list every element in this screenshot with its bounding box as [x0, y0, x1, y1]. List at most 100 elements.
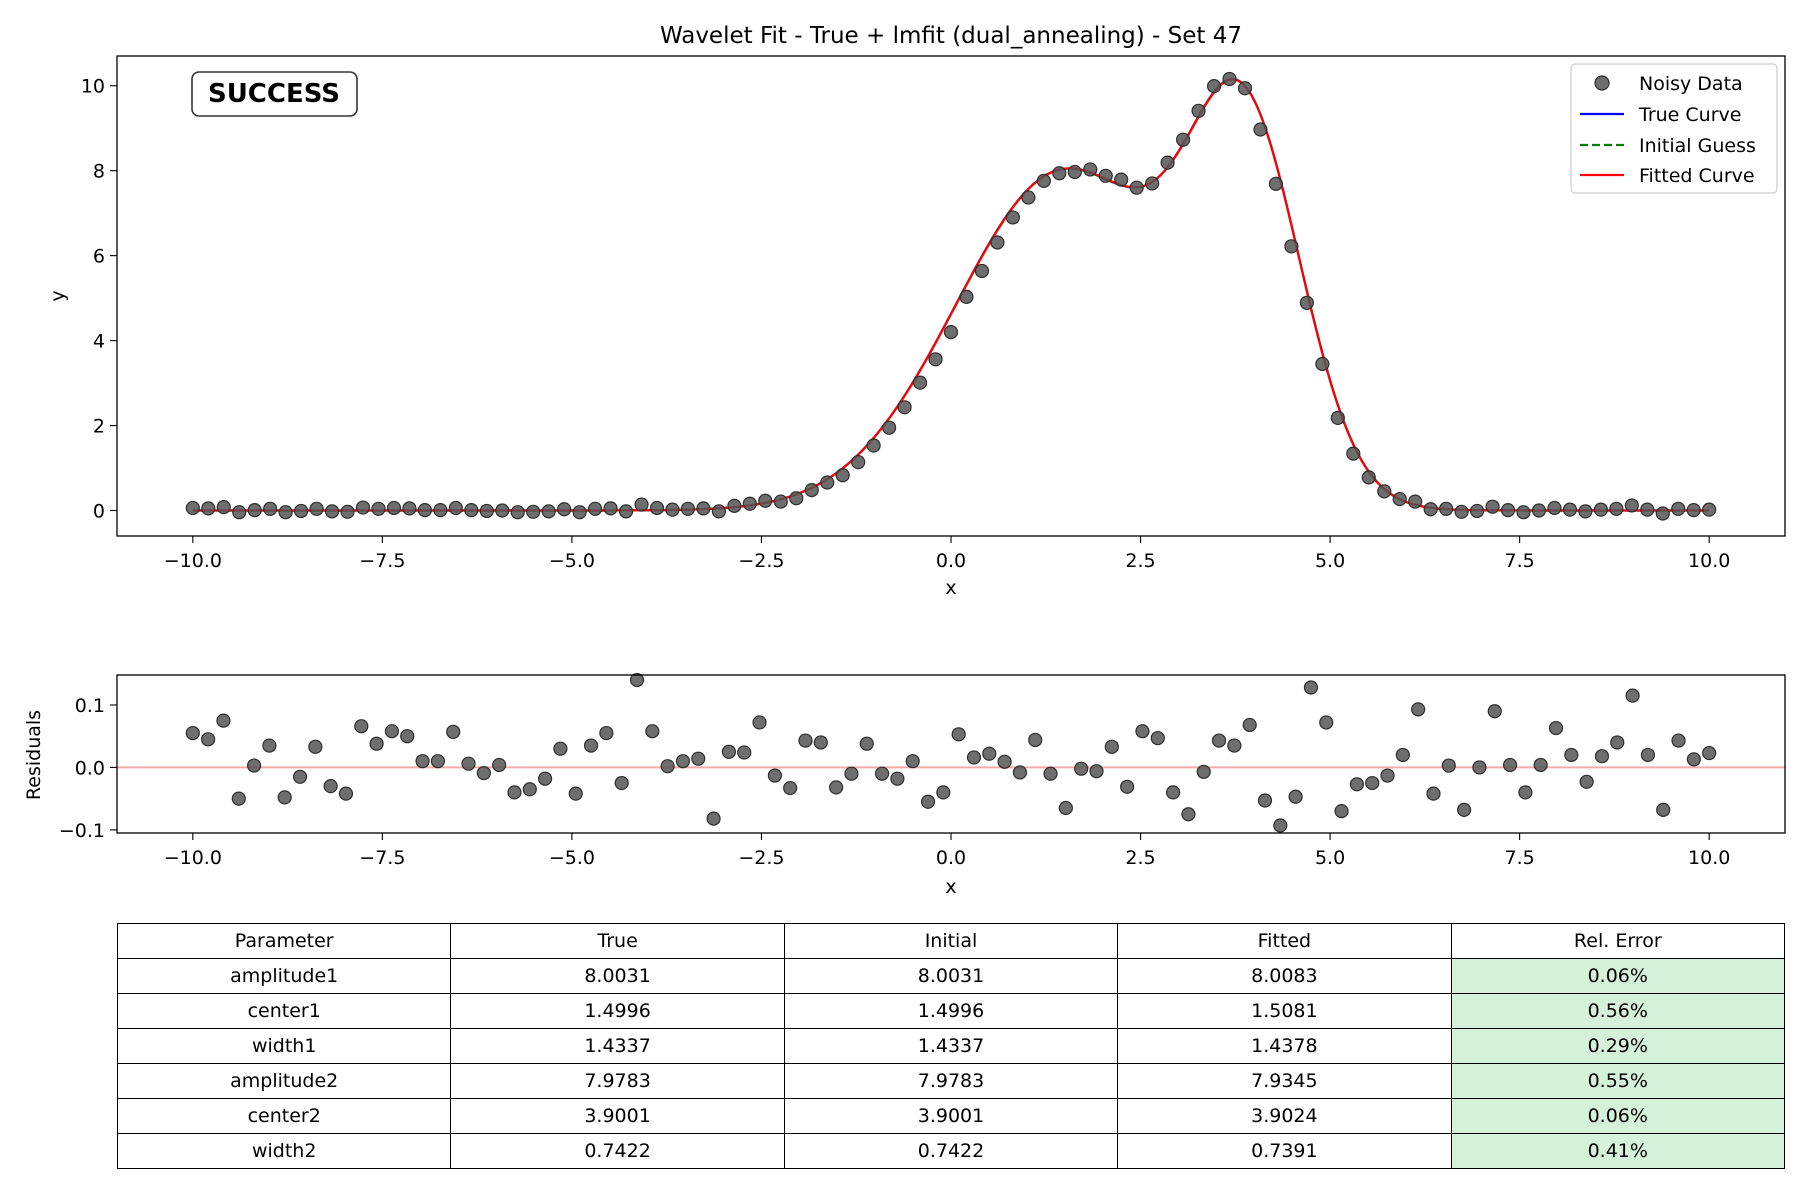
residual-point — [798, 733, 813, 748]
data-point — [294, 503, 309, 519]
residual-point — [201, 732, 216, 747]
table-cell-rel-error: 0.06% — [1450, 958, 1786, 994]
residual-point — [277, 790, 292, 805]
data-point — [866, 438, 881, 453]
table-cell: 0.7391 — [1117, 1133, 1452, 1169]
table-row: center1 1.4996 1.4996 1.5081 0.56% — [116, 993, 1786, 1029]
residual-point — [1089, 764, 1104, 779]
residual-point — [936, 785, 951, 800]
data-point — [386, 500, 402, 516]
table-cell: 7.9345 — [1117, 1063, 1452, 1099]
data-point — [1439, 501, 1454, 516]
residual-point — [292, 769, 308, 784]
residual-point — [1640, 747, 1656, 763]
residual-point — [1487, 704, 1502, 719]
residual-point — [1610, 735, 1625, 750]
residual-point — [446, 724, 461, 739]
residual-point — [1012, 765, 1028, 780]
y-tick-label: 2 — [93, 416, 105, 438]
true-curve-line — [192, 77, 1710, 512]
residual-point — [920, 794, 936, 809]
table-cell: 7.9783 — [783, 1063, 1119, 1099]
data-point — [263, 501, 278, 516]
data-point — [340, 504, 355, 519]
table-cell-rel-error: 0.29% — [1450, 1028, 1786, 1064]
main-curves — [192, 77, 1710, 512]
residual-point — [461, 756, 476, 771]
residual-point — [1472, 760, 1487, 775]
residual-point — [1502, 757, 1518, 773]
residual-point — [1625, 688, 1640, 703]
residual-point — [216, 713, 231, 728]
residual-point — [185, 725, 200, 741]
data-point — [324, 504, 340, 519]
data-point — [789, 491, 804, 506]
data-point — [882, 420, 897, 435]
residual-point — [874, 766, 890, 781]
legend-item-fitted-curve: Fitted Curve — [1580, 165, 1755, 187]
data-point — [232, 505, 247, 520]
residual-point — [1273, 818, 1288, 833]
table-cell: 3.9024 — [1117, 1098, 1452, 1134]
table-cell: 1.4996 — [450, 993, 785, 1029]
data-point — [990, 235, 1005, 250]
main-y-axis-label: y — [47, 290, 69, 301]
residual-point — [614, 775, 629, 791]
residual-point — [1104, 739, 1119, 754]
data-point — [897, 400, 912, 415]
residual-point — [1457, 802, 1472, 817]
data-point — [1160, 155, 1175, 170]
y-tick-label: 0.0 — [75, 757, 105, 779]
residual-axes-frame — [116, 674, 1786, 834]
table-cell: center1 — [116, 993, 452, 1029]
table-cell: 3.9001 — [450, 1098, 785, 1134]
status-badge-text: SUCCESS — [208, 79, 340, 109]
data-point — [1206, 79, 1222, 94]
residual-point — [737, 745, 752, 760]
table-cell-rel-error: 0.41% — [1450, 1133, 1786, 1169]
legend-box — [1570, 63, 1778, 194]
data-point — [495, 503, 510, 518]
table-cell: amplitude1 — [116, 958, 452, 994]
data-point — [742, 496, 757, 511]
data-point — [1330, 410, 1345, 426]
x-tick-label: 7.5 — [1505, 847, 1535, 869]
x-tick-label: −7.5 — [359, 847, 405, 869]
residual-point — [706, 811, 721, 826]
table-cell: 1.4337 — [783, 1028, 1119, 1064]
residual-point — [507, 785, 522, 800]
table-header-cell: Rel. Error — [1450, 923, 1786, 959]
data-point — [1516, 505, 1531, 520]
residual-point — [1181, 807, 1196, 822]
data-point — [1052, 166, 1067, 181]
data-point — [247, 502, 262, 518]
residual-point — [1533, 757, 1548, 773]
legend-marker-noisy-data — [1594, 75, 1610, 91]
residual-point — [1686, 752, 1701, 767]
data-point — [479, 503, 494, 519]
residual-point — [1028, 732, 1043, 748]
table-header-cell: Parameter — [116, 923, 452, 959]
data-point — [727, 498, 742, 513]
table-cell: 8.0083 — [1117, 958, 1452, 994]
residual-point — [430, 754, 445, 769]
table-cell: 1.5081 — [1117, 993, 1452, 1029]
data-point — [1284, 239, 1299, 254]
x-tick-label: −5.0 — [549, 847, 595, 869]
data-point — [1593, 502, 1608, 517]
data-point — [1145, 176, 1160, 191]
table-header-cell: Fitted — [1117, 923, 1452, 959]
main-axis-ticks: −10.0 −7.5 −5.0 −2.5 0.0 2.5 5.0 7.5 10.0 0 2 4 6 8 10 — [81, 76, 1731, 572]
x-tick-label: −10.0 — [164, 847, 222, 869]
table-cell: 0.7422 — [783, 1133, 1119, 1169]
data-point — [1485, 499, 1500, 514]
data-point — [618, 504, 634, 519]
residual-point — [1120, 779, 1135, 794]
data-point — [1392, 491, 1407, 507]
data-point — [526, 504, 541, 519]
residual-point — [1365, 775, 1380, 791]
data-point — [1175, 132, 1191, 147]
x-tick-label: 2.5 — [1125, 847, 1155, 869]
x-tick-label: 5.0 — [1315, 550, 1345, 572]
x-tick-label: 10.0 — [1688, 847, 1730, 869]
